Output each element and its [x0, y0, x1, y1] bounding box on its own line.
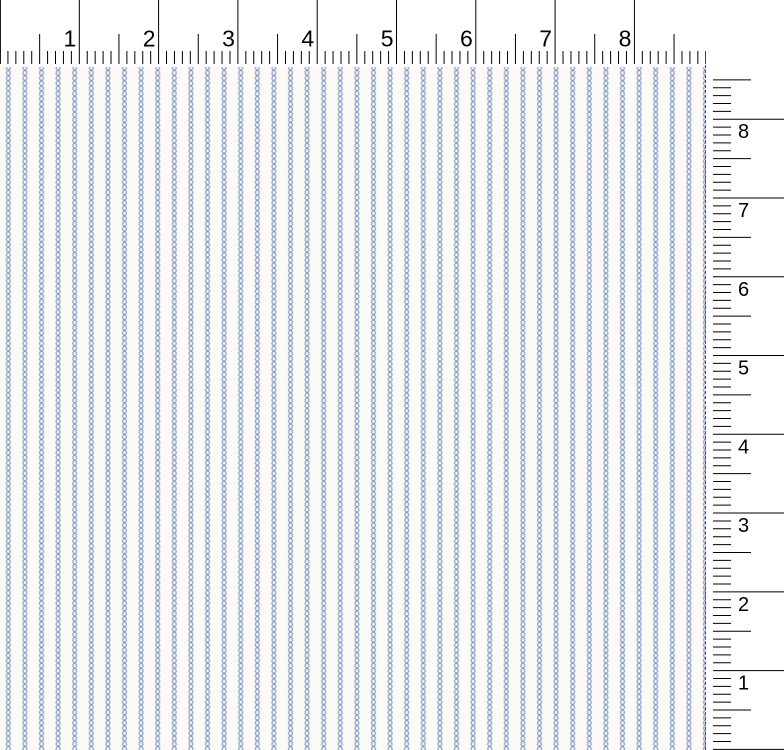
svg-text:8: 8: [738, 121, 749, 143]
svg-text:7: 7: [738, 200, 749, 222]
svg-text:2: 2: [143, 26, 156, 52]
svg-text:3: 3: [738, 515, 749, 537]
svg-text:1: 1: [64, 26, 77, 52]
svg-text:6: 6: [460, 26, 473, 52]
svg-text:8: 8: [619, 26, 632, 52]
svg-text:3: 3: [222, 26, 235, 52]
svg-text:4: 4: [738, 436, 749, 458]
svg-text:5: 5: [738, 358, 749, 380]
svg-text:7: 7: [539, 26, 552, 52]
svg-text:5: 5: [381, 26, 394, 52]
svg-text:2: 2: [738, 594, 749, 616]
svg-text:4: 4: [301, 26, 314, 52]
svg-text:1: 1: [738, 673, 749, 695]
svg-text:6: 6: [738, 279, 749, 301]
